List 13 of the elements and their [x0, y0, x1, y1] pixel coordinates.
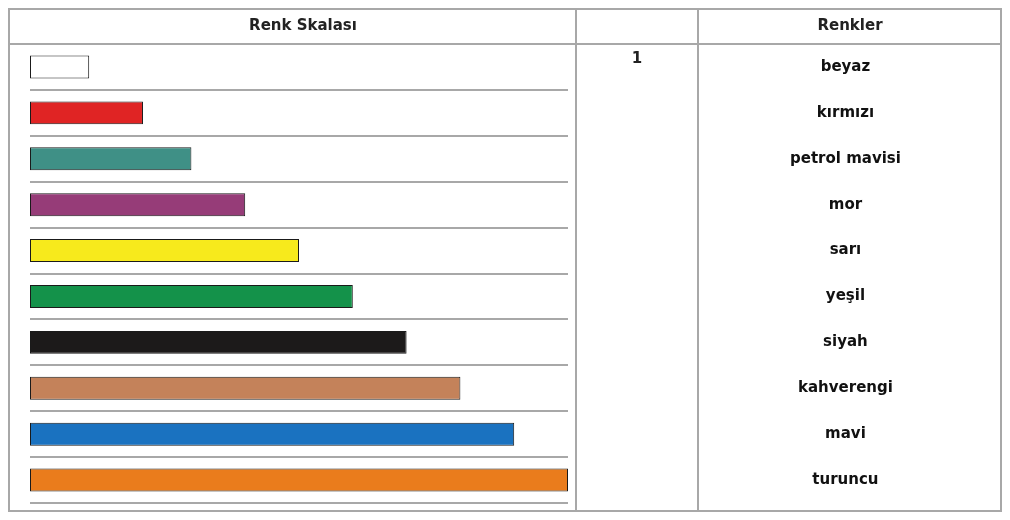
- y-tick-label: kahverengi: [798, 378, 893, 397]
- y-tick-label: petrol mavisi: [790, 148, 901, 167]
- y-tick-label: kırmızı: [816, 102, 875, 121]
- y-tick-label: mor: [828, 194, 863, 213]
- y-tick-label: turuncu: [812, 469, 879, 488]
- y-tick-label: sarı: [829, 240, 862, 259]
- y-tick-label: siyah: [823, 332, 868, 351]
- text: Renkler: [817, 15, 884, 34]
- chart-title: Renk Skalası: [249, 15, 357, 34]
- y-tick-label: beyaz: [820, 56, 871, 75]
- y-tick-label: yeşil: [825, 286, 866, 305]
- text: 1: [631, 48, 643, 67]
- y-tick-label: mavi: [825, 424, 866, 443]
